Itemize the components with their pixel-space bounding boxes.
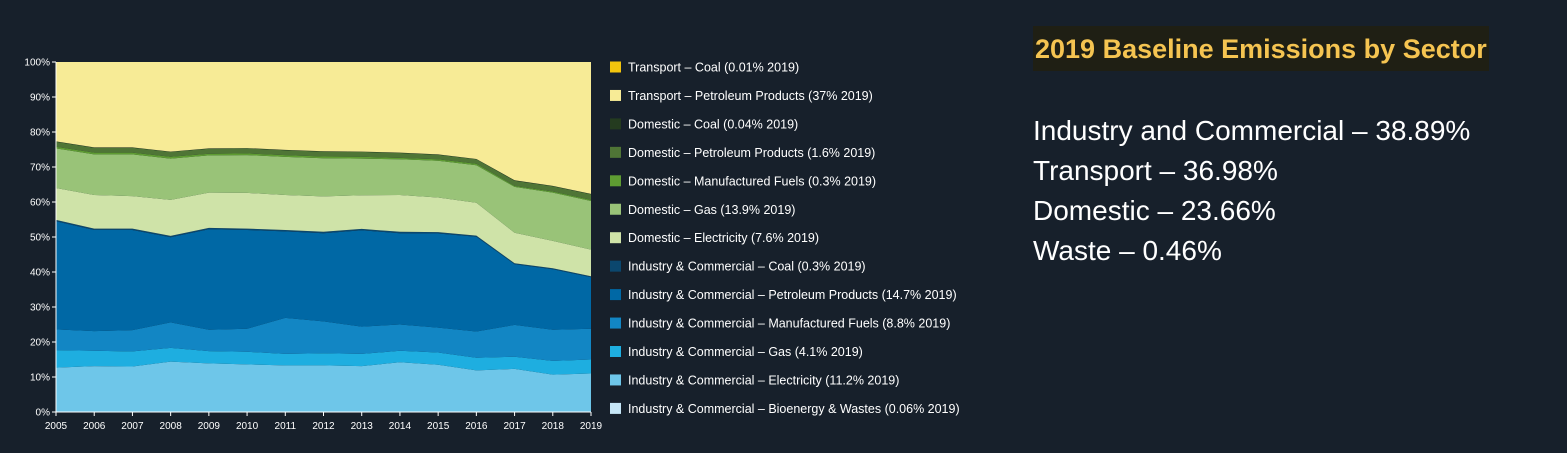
y-tick-label: 100% [24,58,50,69]
summary-item-industry: Industry and Commercial – 38.89% [1033,115,1471,146]
y-tick-label: 70% [30,163,50,174]
y-tick-label: 60% [30,198,50,209]
x-tick-label: 2011 [275,421,297,432]
summary-item-domestic: Domestic – 23.66% [1033,195,1276,226]
legend-label: Domestic – Electricity (7.6% 2019) [628,231,819,245]
summary-list: Industry and Commercial – 38.89% Transpo… [1033,111,1553,271]
area-series-5 [56,219,591,278]
y-tick-label: 40% [30,268,50,279]
legend-label: Industry & Commercial – Electricity (11.… [628,373,899,387]
legend-swatch [610,346,621,357]
legend-label: Industry & Commercial – Bioenergy & Wast… [628,402,960,416]
legend-swatch [610,374,621,386]
legend-swatch [610,232,621,244]
area-series-6 [56,188,591,277]
area-series-4 [56,221,591,332]
legend-swatch [610,118,621,130]
y-tick-label: 30% [30,303,50,314]
legend-label: Industry & Commercial – Manufactured Fue… [628,317,950,331]
x-tick-label: 2007 [121,421,144,432]
x-tick-label: 2017 [503,421,526,432]
legend-label: Domestic – Gas (13.9% 2019) [628,203,795,217]
summary-item-waste: Waste – 0.46% [1033,235,1222,266]
x-tick-label: 2012 [312,421,335,432]
legend-swatch [610,175,621,187]
y-tick-label: 80% [30,128,50,139]
legend-swatch [610,146,621,158]
legend-swatch [610,289,621,301]
chart-legend: Transport – Coal (0.01% 2019) Transport –… [610,61,960,416]
summary-item-transport: Transport – 36.98% [1033,155,1278,186]
x-tick-label: 2018 [542,421,565,432]
legend-label: Domestic – Manufactured Fuels (0.3% 2019… [628,174,876,188]
legend-label: Industry & Commercial – Gas (4.1% 2019) [628,345,863,359]
x-tick-label: 2009 [198,421,221,432]
chart-areas [56,62,591,412]
area-series-9 [56,141,591,200]
legend-swatch [610,61,621,73]
y-tick-label: 10% [30,373,50,384]
x-tick-label: 2013 [351,421,374,432]
x-tick-label: 2005 [45,421,68,432]
y-tick-label: 0% [36,408,51,419]
y-tick-label: 90% [30,93,50,104]
legend-swatch [610,260,621,272]
x-tick-label: 2010 [236,421,259,432]
summary-title: 2019 Baseline Emissions by Sector [1033,26,1489,71]
area-series-1 [56,361,591,412]
area-series-11 [56,62,591,194]
y-tick-label: 20% [30,338,50,349]
legend-label: Transport – Coal (0.01% 2019) [628,61,799,75]
legend-label: Industry & Commercial – Petroleum Produc… [628,288,957,302]
legend-label: Industry & Commercial – Coal (0.3% 2019) [628,260,866,274]
summary-panel: 2019 Baseline Emissions by Sector Indust… [1033,26,1553,271]
legend-swatch [610,89,621,101]
area-series-3 [56,317,591,361]
legend-label: Transport – Petroleum Products (37% 2019… [628,89,873,103]
stacked-area-chart: 0% 10% 20% 30% 40% 50% 60% 70% 80% 90% 100% 2005 200… [24,58,960,433]
legend-label: Domestic – Petroleum Products (1.6% 2019… [628,146,875,160]
x-tick-label: 2019 [580,421,603,432]
legend-label: Domestic – Coal (0.04% 2019) [628,117,798,131]
x-tick-label: 2006 [83,421,106,432]
area-series-2 [56,347,591,375]
x-tick-label: 2014 [389,421,412,432]
x-tick-label: 2016 [465,421,488,432]
legend-swatch [610,203,621,215]
legend-swatch [610,317,621,329]
x-tick-label: 2008 [160,421,183,432]
x-tick-label: 2015 [427,421,450,432]
area-series-7 [56,148,591,250]
y-tick-label: 50% [30,233,50,244]
legend-swatch [610,402,621,414]
chart-axes: 0% 10% 20% 30% 40% 50% 60% 70% 80% 90% 100% 2005 200… [24,58,602,433]
area-series-8 [56,146,591,201]
